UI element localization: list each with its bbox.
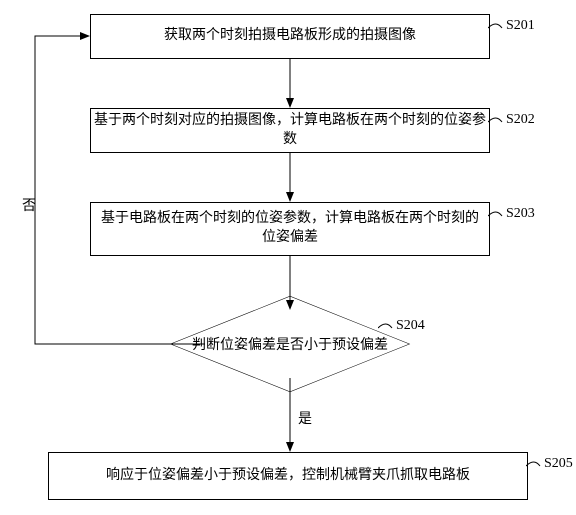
label-s205: S205	[530, 456, 559, 472]
label-s201: S201	[492, 18, 521, 34]
label-s203: S203	[492, 206, 521, 222]
step-s201: 获取两个时刻拍摄电路板形成的拍摄图像	[90, 14, 490, 59]
step-s203-text: 基于电路板在两个时刻的位姿参数，计算电路板在两个时刻的位姿偏差	[101, 210, 479, 248]
flowchart-canvas: 获取两个时刻拍摄电路板形成的拍摄图像 基于两个时刻对应的拍摄图像，计算电路板在两…	[0, 0, 576, 515]
label-s204: S204	[388, 318, 417, 334]
edge-label-yes: 是	[298, 408, 312, 428]
step-s202: 基于两个时刻对应的拍摄图像，计算电路板在两个时刻的位姿参数	[90, 108, 490, 153]
edge-label-no: 否	[22, 195, 36, 215]
step-s203: 基于电路板在两个时刻的位姿参数，计算电路板在两个时刻的位姿偏差	[90, 202, 490, 256]
label-s202: S202	[492, 112, 521, 128]
step-s205: 响应于位姿偏差小于预设偏差，控制机械臂夹爪抓取电路板	[48, 452, 528, 500]
step-s202-text: 基于两个时刻对应的拍摄图像，计算电路板在两个时刻的位姿参数	[91, 112, 489, 150]
step-s205-text: 响应于位姿偏差小于预设偏差，控制机械臂夹爪抓取电路板	[106, 467, 470, 486]
decision-s204: 判断位姿偏差是否小于预设偏差	[205, 259, 375, 429]
arrows-layer	[0, 0, 576, 515]
step-s201-text: 获取两个时刻拍摄电路板形成的拍摄图像	[164, 27, 416, 46]
